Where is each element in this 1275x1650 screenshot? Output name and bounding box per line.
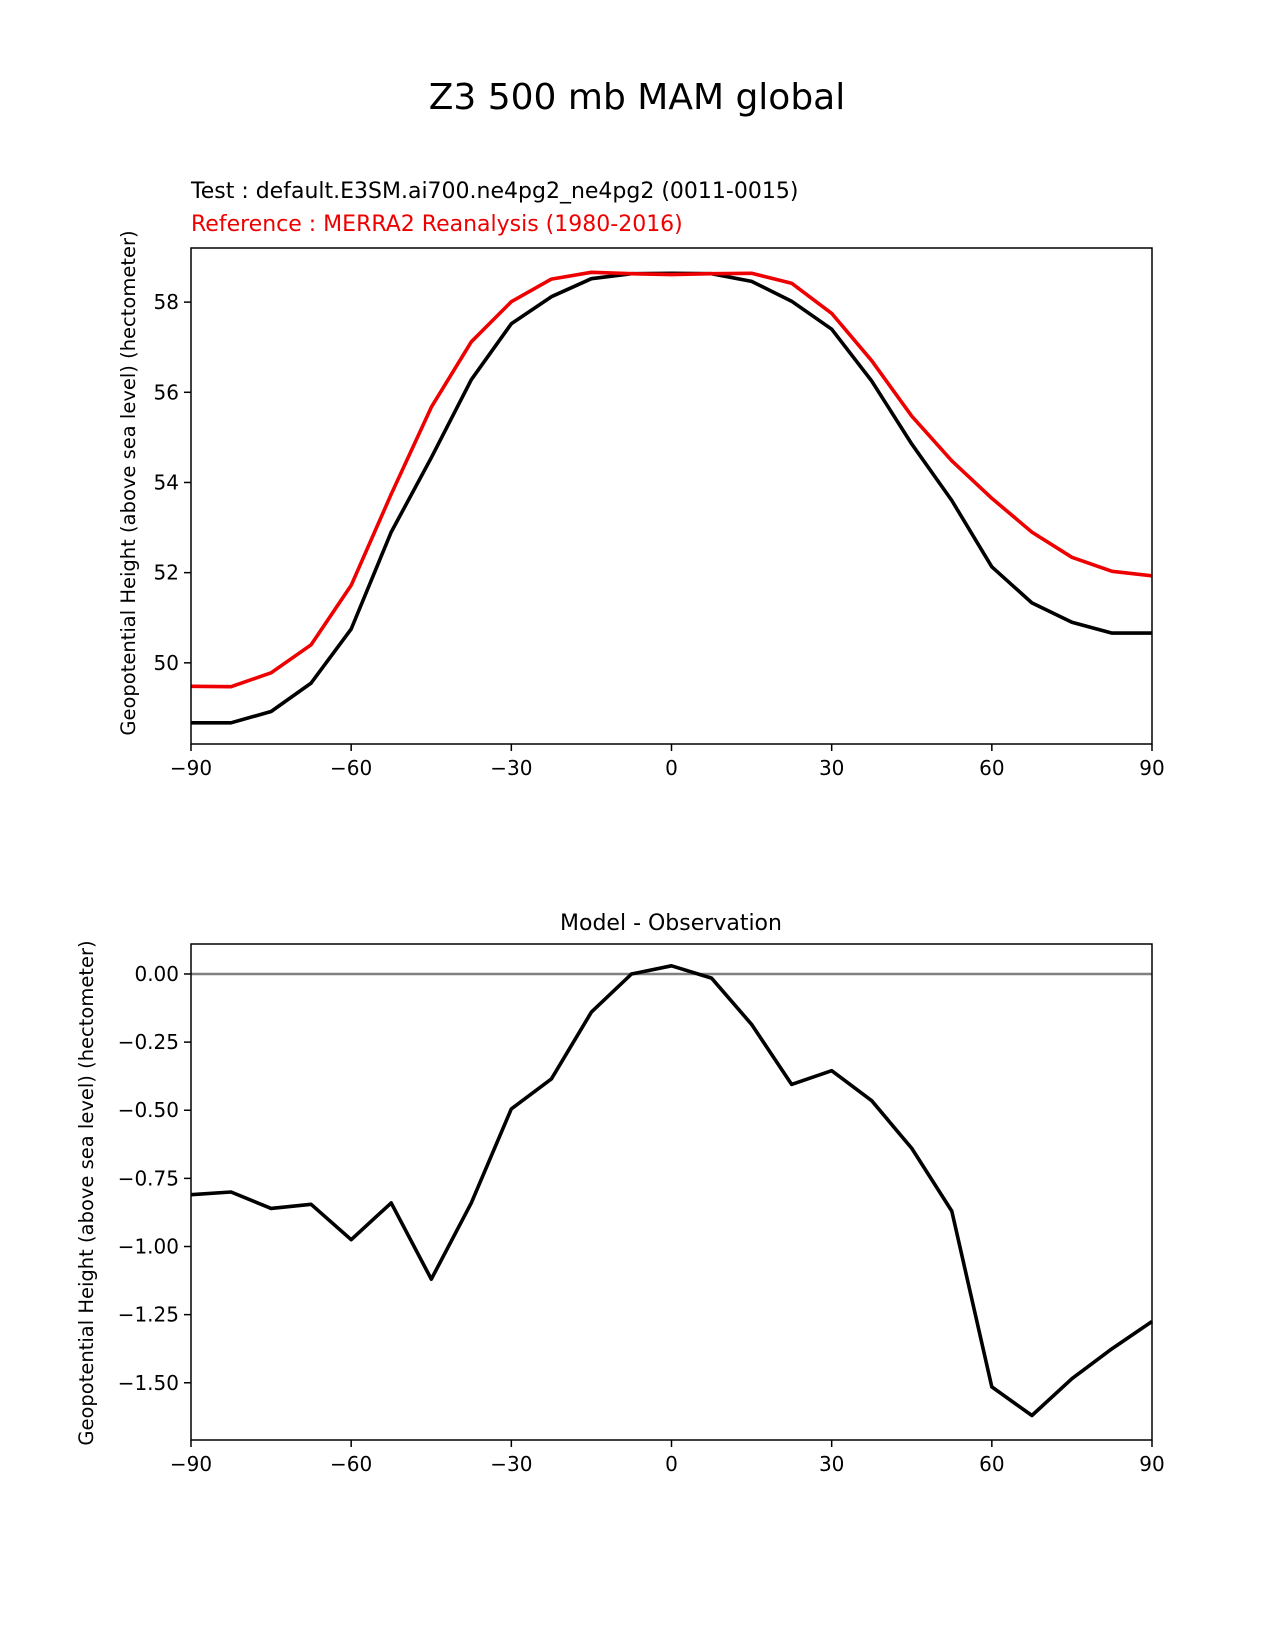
bottom-plot-frame xyxy=(190,943,1153,1441)
bottom-x-tick-label: −30 xyxy=(490,1452,532,1476)
bottom-plot-content: −90 −60 −30 0 30 60 90 0.00 −0.25 −0.50 −0.75 −1.00… xyxy=(118,962,1165,1476)
reference-label: Reference : MERRA2 Reanalysis (1980-2016… xyxy=(191,212,683,237)
bottom-panel-title: Model - Observation xyxy=(560,911,782,936)
top-x-tick-label: 90 xyxy=(1139,756,1164,780)
top-y-tick-label: 50 xyxy=(154,651,179,675)
top-x-tick-label: 60 xyxy=(979,756,1004,780)
bottom-x-tick-label: −60 xyxy=(330,1452,372,1476)
top-series-reference-line xyxy=(190,270,1153,689)
top-x-tick-label: 30 xyxy=(819,756,844,780)
bottom-y-tick-label: −1.00 xyxy=(118,1235,179,1259)
top-y-tick-label: 58 xyxy=(154,290,179,314)
top-plot-content: −90 −60 −30 0 30 60 90 50 52 54 56 58 xyxy=(154,270,1165,780)
bottom-panel: Model - Observation Geopotential Height … xyxy=(75,911,1165,1476)
bottom-y-tick-label: 0.00 xyxy=(134,962,179,986)
top-y-tick-label: 54 xyxy=(154,470,179,494)
bottom-y-tick-label: −0.25 xyxy=(118,1030,179,1054)
bottom-x-tick-label: 60 xyxy=(979,1452,1004,1476)
bottom-y-tick-label: −0.50 xyxy=(118,1098,179,1122)
test-label: Test : default.E3SM.ai700.ne4pg2_ne4pg2 … xyxy=(190,179,798,204)
bottom-y-tick-label: −1.50 xyxy=(118,1371,179,1395)
bottom-y-tick-label: −0.75 xyxy=(118,1166,179,1190)
top-panel: Test : default.E3SM.ai700.ne4pg2_ne4pg2 … xyxy=(117,179,1165,780)
bottom-series-difference-line xyxy=(190,963,1154,1418)
top-y-axis-label: Geopotential Height (above sea level) (h… xyxy=(117,230,140,735)
top-plot-frame xyxy=(190,247,1153,745)
top-x-tick-label: 0 xyxy=(665,756,678,780)
top-x-tick-label: −90 xyxy=(170,756,212,780)
top-x-tick-label: −60 xyxy=(330,756,372,780)
bottom-x-tick-label: 30 xyxy=(819,1452,844,1476)
bottom-y-axis-label: Geopotential Height (above sea level) (h… xyxy=(75,940,98,1445)
bottom-x-tick-label: 0 xyxy=(665,1452,678,1476)
top-x-tick-label: −30 xyxy=(490,756,532,780)
bottom-x-tick-label: −90 xyxy=(170,1452,212,1476)
top-y-tick-label: 52 xyxy=(154,561,179,585)
figure-title: Z3 500 mb MAM global xyxy=(429,77,846,118)
bottom-x-tick-label: 90 xyxy=(1139,1452,1164,1476)
top-y-tick-label: 56 xyxy=(154,380,179,404)
bottom-y-tick-label: −1.25 xyxy=(118,1303,179,1327)
